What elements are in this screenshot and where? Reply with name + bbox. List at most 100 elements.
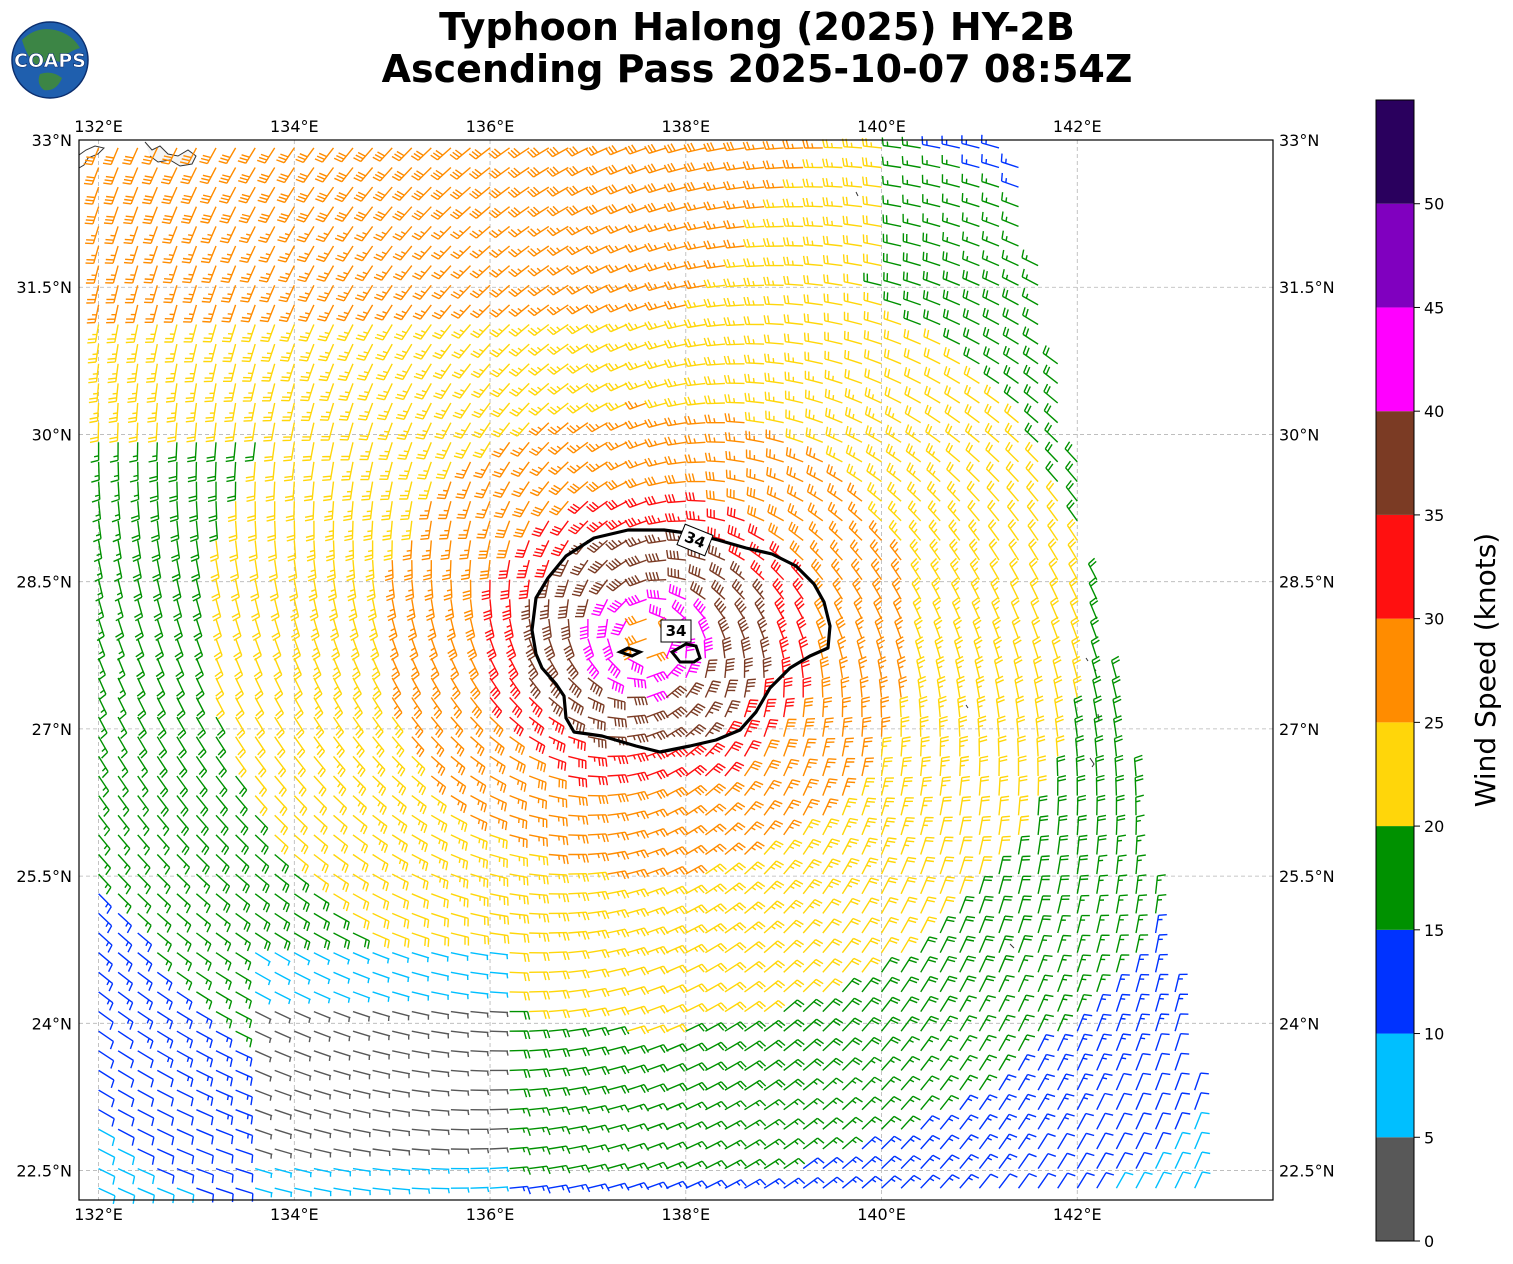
wind-barb — [469, 697, 483, 719]
wind-barb — [354, 284, 374, 302]
wind-barb — [604, 362, 628, 372]
wind-barb — [705, 982, 728, 993]
wind-barb — [427, 618, 437, 641]
wind-barb — [665, 1082, 689, 1092]
wind-barb — [939, 1035, 959, 1052]
lon-tick-label-bottom: 142°E — [1053, 1205, 1102, 1224]
wind-barb — [488, 265, 511, 278]
wind-barb — [920, 956, 938, 973]
wind-barb — [451, 324, 472, 339]
wind-barb — [98, 991, 114, 1011]
wind-barb — [105, 265, 119, 284]
wind-barb — [1174, 1151, 1191, 1169]
wind-barb — [875, 636, 886, 659]
wind-barb — [137, 736, 148, 759]
wind-barb — [809, 539, 824, 561]
wind-barb — [149, 481, 159, 503]
wind-barb — [587, 1085, 610, 1095]
wind-barb — [396, 422, 413, 440]
wind-barb — [228, 520, 238, 542]
wind-barb — [453, 441, 472, 459]
wind-barb — [792, 577, 804, 600]
wind-barb — [333, 147, 354, 163]
wind-barb — [646, 828, 669, 838]
wind-barb — [392, 1148, 411, 1156]
wind-barb — [278, 265, 295, 283]
wind-barb — [1057, 775, 1067, 796]
wind-barb — [973, 636, 983, 659]
wind-barb — [703, 201, 726, 211]
wind-barb — [685, 983, 708, 993]
wind-barb — [137, 775, 149, 798]
wind-barb — [407, 618, 418, 641]
wind-barb — [391, 853, 409, 872]
wind-barb — [124, 285, 139, 304]
wind-barb — [489, 952, 509, 960]
wind-barb — [509, 1185, 531, 1195]
wind-barb — [392, 265, 413, 281]
wind-barb — [1042, 345, 1059, 365]
wind-barb — [1037, 855, 1050, 875]
wind-barb — [450, 795, 467, 814]
wind-barb — [607, 967, 630, 977]
wind-barb — [742, 219, 765, 229]
wind-barb — [742, 141, 765, 151]
wind-barb — [1029, 577, 1039, 600]
wind-barb — [607, 1065, 630, 1075]
wind-barb — [176, 1128, 194, 1145]
wind-barb — [548, 481, 569, 496]
wind-barb — [783, 1039, 805, 1052]
wind-barb — [1025, 461, 1039, 483]
wind-barb — [861, 1056, 882, 1071]
wind-barb — [274, 775, 287, 797]
wind-barb — [949, 557, 961, 581]
wind-barb — [841, 1096, 863, 1111]
wind-barb — [372, 932, 390, 949]
wind-barb — [796, 616, 807, 639]
wind-barb — [783, 1098, 805, 1111]
wind-barb — [290, 618, 301, 642]
wind-barb — [189, 501, 199, 523]
wind-barb — [489, 775, 507, 793]
wind-barb — [528, 755, 547, 773]
wind-barb — [1174, 973, 1188, 993]
wind-barb — [724, 394, 745, 404]
wind-barb — [822, 177, 843, 188]
wind-barb — [430, 834, 448, 852]
wind-barb — [822, 938, 843, 954]
wind-barb — [452, 382, 472, 399]
wind-barb — [1095, 774, 1105, 796]
wind-barb — [208, 501, 218, 523]
wind-barb — [605, 402, 628, 412]
lat-tick-label-right: 24°N — [1279, 1014, 1319, 1033]
wind-barb — [863, 349, 882, 365]
wind-barb — [607, 677, 625, 695]
wind-barb — [1046, 499, 1059, 522]
wind-barb — [1003, 365, 1019, 384]
wind-barb — [259, 285, 276, 303]
wind-barb — [169, 481, 178, 503]
wind-barb — [626, 752, 649, 763]
wind-barb — [130, 501, 140, 523]
wind-barb — [665, 786, 689, 798]
wind-barb — [528, 402, 550, 416]
wind-barb — [354, 225, 374, 242]
wind-barb — [274, 1010, 292, 1024]
wind-barb — [430, 697, 443, 719]
wind-barb — [568, 1164, 591, 1173]
wind-barb — [782, 140, 804, 150]
wind-barb — [822, 216, 843, 228]
wind-barb — [367, 599, 377, 622]
wind-barb — [969, 557, 981, 581]
wind-barb — [626, 888, 650, 898]
wind-barb — [366, 579, 376, 602]
wind-barb — [1074, 715, 1084, 737]
wind-barb — [417, 481, 432, 500]
wind-barb — [345, 540, 355, 562]
wind-barb — [1174, 1052, 1190, 1071]
wind-barb — [939, 975, 958, 993]
wind-barb — [195, 912, 212, 933]
wind-barb — [215, 952, 232, 971]
wind-barb — [744, 1099, 767, 1111]
wind-barb — [254, 755, 267, 778]
